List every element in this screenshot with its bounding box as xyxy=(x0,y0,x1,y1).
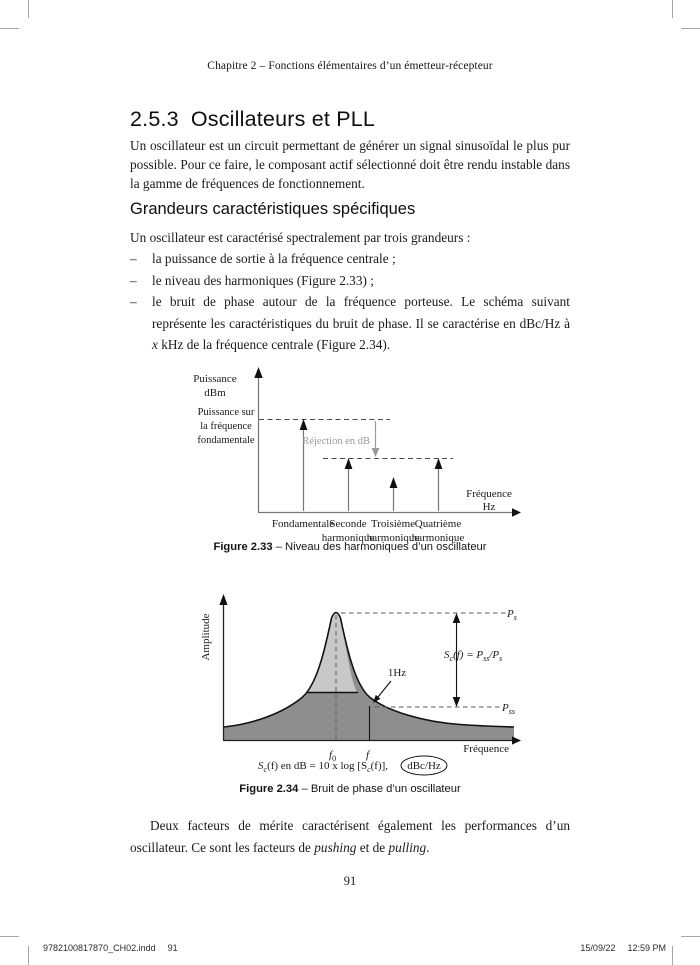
crop-mark xyxy=(28,0,29,18)
closing-text-part: et de xyxy=(356,839,389,855)
list-item: – la puissance de sortie à la fréquence … xyxy=(130,248,570,270)
list-intro: Un oscillateur est caractérisé spectrale… xyxy=(130,230,471,245)
bandwidth-arrow xyxy=(373,680,392,703)
axis-arrowheads xyxy=(219,594,521,745)
y-axis-label: Puissance xyxy=(193,373,237,385)
figure-caption-text: – Bruit de phase d’un oscillateur xyxy=(298,783,461,795)
bullet-text: le bruit de phase autour de la fréquence… xyxy=(152,291,570,356)
bullet-text-part: le bruit de phase autour de la fréquence… xyxy=(152,294,570,331)
x-axis-unit: Hz xyxy=(483,501,496,513)
bullet-text-part: kHz de la fréquence centrale (Figure 2.3… xyxy=(157,337,391,353)
footer-page: 91 xyxy=(167,943,178,953)
x-axis-label: Fréquence xyxy=(463,743,509,755)
noise-spectrum-curve xyxy=(223,611,515,740)
bullet-text-italic: x xyxy=(152,337,158,353)
tick-f: f xyxy=(366,749,371,761)
closing-text-part: . xyxy=(426,839,430,855)
circled-unit: dBc/Hz xyxy=(407,760,441,772)
fundamental-power-label: la fréquence xyxy=(200,421,252,432)
figure-233-caption: Figure 2.33 – Niveau des harmoniques d’u… xyxy=(0,541,700,553)
crop-mark xyxy=(681,936,700,937)
subsection-heading: Grandeurs caractéristiques spécifiques xyxy=(130,200,416,218)
closing-text-italic: pushing xyxy=(314,839,357,855)
section-title-text: Oscillateurs et PLL xyxy=(190,107,376,131)
section-number: 2.5.3 xyxy=(130,107,179,131)
footer-filename: 9782100817870_CH02.indd xyxy=(43,943,156,953)
ratio-arrow xyxy=(452,613,461,707)
tick-fourth-harmonic: Quatrième xyxy=(415,518,462,530)
page-number: 91 xyxy=(343,874,357,888)
crop-mark xyxy=(0,936,19,937)
tick-second-harmonic: Seconde xyxy=(329,518,366,530)
crop-mark xyxy=(672,0,673,18)
list-item: – le niveau des harmoniques (Figure 2.33… xyxy=(130,270,570,292)
list-item: – le bruit de phase autour de la fréquen… xyxy=(130,291,570,356)
bullet-text: le niveau des harmoniques (Figure 2.33) … xyxy=(152,272,374,288)
closing-text-part: Deux facteurs de mérite caractérisent ég… xyxy=(130,818,570,855)
footer-slug-left: 9782100817870_CH02.indd 91 xyxy=(43,943,178,953)
y-axis-unit: dBm xyxy=(204,387,226,399)
figure-caption-label: Figure 2.33 xyxy=(213,541,273,553)
fundamental-power-label: fondamentale xyxy=(197,435,254,446)
figure-234-caption: Figure 2.34 – Bruit de phase d’un oscill… xyxy=(0,783,700,795)
intro-paragraph: Un oscillateur est un circuit permettant… xyxy=(130,138,570,191)
x-axis-label: Fréquence xyxy=(466,488,512,500)
axes xyxy=(257,375,513,514)
tick-third-harmonic: Troisième xyxy=(371,518,415,530)
db-formula: Sc(f) en dB = 10 x log [Sc(f)], xyxy=(258,760,388,774)
crop-mark xyxy=(681,28,700,29)
figure-caption-label: Figure 2.34 xyxy=(239,783,299,795)
rejection-label: Réjection en dB xyxy=(302,436,370,447)
tick-f0: f0 xyxy=(329,749,336,763)
running-head: Chapitre 2 – Fonctions élémentaires d’un… xyxy=(207,60,493,72)
bullet-text: la puissance de sortie à la fréquence ce… xyxy=(152,251,396,266)
closing-paragraph: Deux facteurs de mérite caractérisent ég… xyxy=(130,815,570,858)
bullet-dash: – xyxy=(130,294,137,310)
circled-unit-outline xyxy=(400,755,448,776)
bandwidth-label: 1Hz xyxy=(388,667,406,679)
figure-234-phase-noise-diagram: Amplitude 1Hz Ps Pss Sc(f) = Pss/Ps Fréq… xyxy=(200,594,521,776)
closing-text-italic: pulling xyxy=(388,839,427,855)
figure-caption-text: – Niveau des harmoniques d’un oscillateu… xyxy=(272,541,487,553)
section-heading: 2.5.3 Oscillateurs et PLL xyxy=(130,107,375,132)
figure-233-harmonics-diagram: Puissance dBm Puissance sur la fréquence… xyxy=(193,367,521,544)
reference-dashed-lines xyxy=(259,419,453,459)
tick-third-harmonic: harmonique xyxy=(367,532,420,544)
tick-second-harmonic: harmonique xyxy=(322,532,375,544)
bullet-list: – la puissance de sortie à la fréquence … xyxy=(130,248,570,356)
footer-time: 12:59 PM xyxy=(627,943,666,953)
axis-arrowheads xyxy=(254,367,521,517)
dashed-guides xyxy=(335,612,506,739)
axes xyxy=(222,602,513,742)
crop-mark xyxy=(0,28,19,29)
bullet-dash: – xyxy=(130,272,137,288)
harmonic-spectral-lines xyxy=(299,419,443,511)
y-axis-label: Amplitude xyxy=(200,613,212,660)
footer-slug-right: 15/09/22 12:59 PM xyxy=(580,943,666,953)
bullet-dash: – xyxy=(130,251,137,266)
fundamental-power-label: Puissance sur xyxy=(198,407,255,418)
rejection-arrow xyxy=(371,421,380,457)
tick-fourth-harmonic: harmonique xyxy=(412,532,465,544)
pss-label: Pss xyxy=(501,702,515,716)
footer-date: 15/09/22 xyxy=(580,943,616,953)
tick-fundamental: Fondamentale xyxy=(272,518,334,530)
crop-mark xyxy=(672,946,673,965)
ratio-formula: Sc(f) = Pss/Ps xyxy=(444,649,502,663)
ps-label: Ps xyxy=(506,608,517,622)
crop-mark xyxy=(28,946,29,965)
